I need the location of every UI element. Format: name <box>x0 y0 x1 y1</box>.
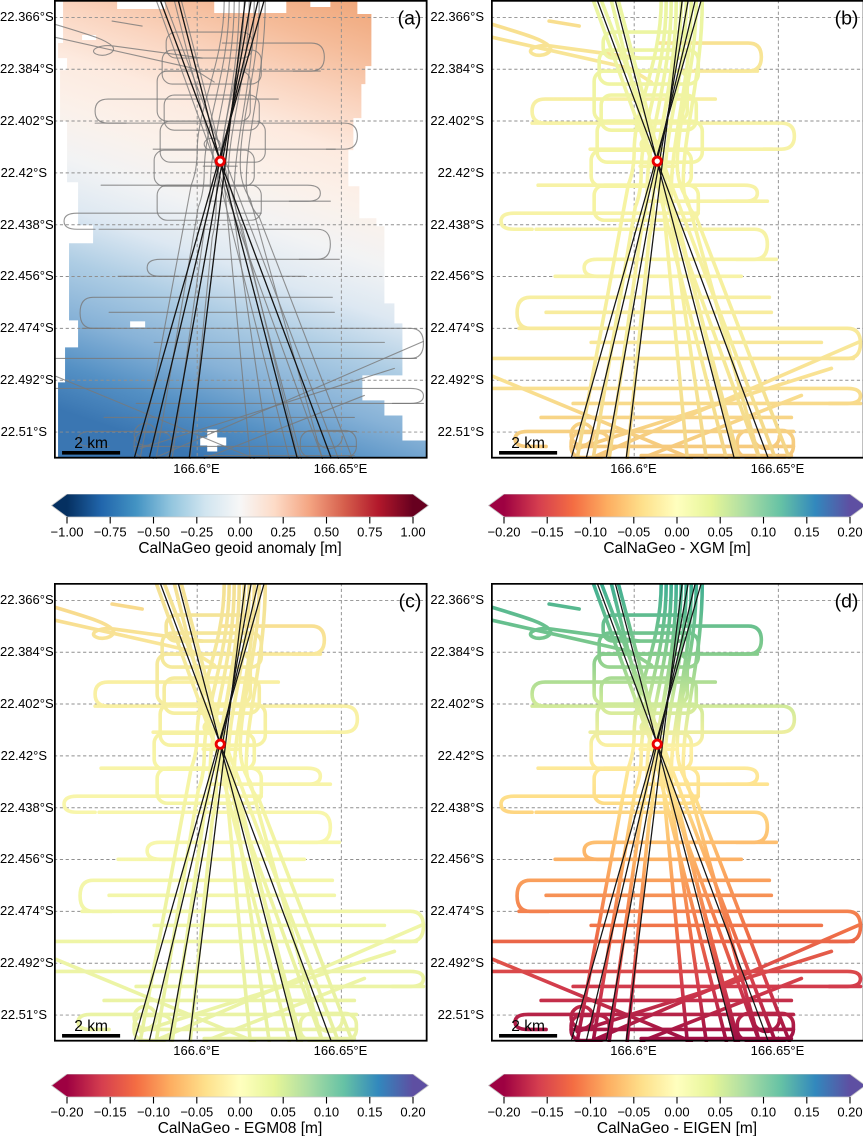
svg-text:CalNaGeo geoid anomaly [m]: CalNaGeo geoid anomaly [m] <box>138 540 341 556</box>
svg-text:0.15: 0.15 <box>794 525 819 540</box>
svg-text:0.20: 0.20 <box>837 1105 862 1120</box>
svg-text:−0.15: −0.15 <box>531 525 564 540</box>
svg-text:0.20: 0.20 <box>837 525 862 540</box>
svg-text:0.00: 0.00 <box>664 1105 689 1120</box>
svg-text:CalNaGeo - EGM08 [m]: CalNaGeo - EGM08 [m] <box>158 1120 323 1136</box>
svg-text:CalNaGeo - XGM [m]: CalNaGeo - XGM [m] <box>603 540 750 556</box>
svg-text:0.05: 0.05 <box>708 525 733 540</box>
svg-text:−0.75: −0.75 <box>94 525 127 540</box>
svg-text:−0.20: −0.20 <box>488 1105 520 1120</box>
svg-text:−0.15: −0.15 <box>94 1105 127 1120</box>
svg-text:−0.10: −0.10 <box>137 1105 170 1120</box>
svg-text:(c): (c) <box>398 591 421 613</box>
svg-text:2 km: 2 km <box>74 1018 108 1035</box>
svg-text:−0.10: −0.10 <box>574 525 607 540</box>
svg-text:−1.00: −1.00 <box>51 525 83 540</box>
svg-text:−0.50: −0.50 <box>137 525 170 540</box>
svg-text:0.10: 0.10 <box>751 525 776 540</box>
svg-text:0.10: 0.10 <box>314 1105 339 1120</box>
svg-text:CalNaGeo - EIGEN [m]: CalNaGeo - EIGEN [m] <box>597 1120 757 1136</box>
svg-text:0.00: 0.00 <box>664 525 689 540</box>
svg-text:0.00: 0.00 <box>227 1105 252 1120</box>
svg-text:1.00: 1.00 <box>400 525 425 540</box>
svg-text:−0.20: −0.20 <box>51 1105 83 1120</box>
svg-text:0.15: 0.15 <box>357 1105 382 1120</box>
svg-text:(a): (a) <box>397 8 421 30</box>
svg-text:0.20: 0.20 <box>400 1105 425 1120</box>
svg-text:−0.20: −0.20 <box>488 525 520 540</box>
svg-text:0.00: 0.00 <box>227 525 252 540</box>
svg-text:−0.25: −0.25 <box>180 525 213 540</box>
svg-text:2 km: 2 km <box>511 435 545 452</box>
svg-text:−0.05: −0.05 <box>617 525 650 540</box>
svg-text:0.25: 0.25 <box>271 525 296 540</box>
svg-text:0.50: 0.50 <box>314 525 339 540</box>
svg-text:−0.15: −0.15 <box>531 1105 564 1120</box>
svg-text:0.05: 0.05 <box>271 1105 296 1120</box>
svg-text:2 km: 2 km <box>511 1018 545 1035</box>
svg-text:0.05: 0.05 <box>708 1105 733 1120</box>
svg-text:(b): (b) <box>834 8 858 30</box>
svg-text:0.15: 0.15 <box>794 1105 819 1120</box>
svg-text:2 km: 2 km <box>74 435 108 452</box>
svg-text:0.10: 0.10 <box>751 1105 776 1120</box>
svg-text:−0.05: −0.05 <box>617 1105 650 1120</box>
svg-text:−0.10: −0.10 <box>574 1105 607 1120</box>
svg-text:(d): (d) <box>834 591 858 613</box>
svg-text:0.75: 0.75 <box>357 525 382 540</box>
svg-text:−0.05: −0.05 <box>180 1105 213 1120</box>
